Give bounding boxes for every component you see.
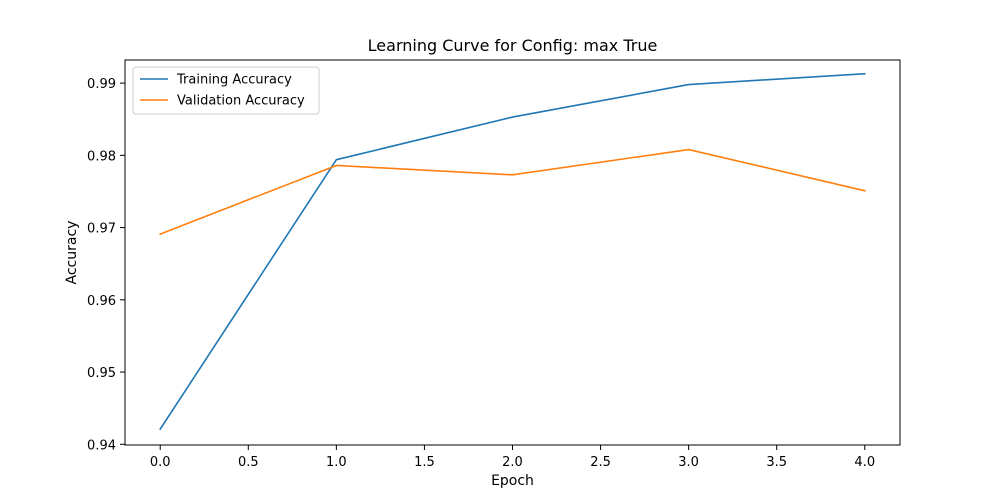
- y-tick-label: 0.97: [87, 222, 116, 237]
- plot-area-frame: [124, 59, 901, 446]
- x-tick-label: 1.5: [414, 455, 435, 470]
- legend-label: Validation Accuracy: [177, 94, 305, 109]
- legend-box: [132, 66, 320, 115]
- x-tick-label: 3.0: [678, 455, 699, 470]
- x-tick-label: 0.5: [238, 455, 259, 470]
- series-lines: [159, 72, 866, 431]
- x-tick-label: 4.0: [854, 455, 875, 470]
- y-tick-label: 0.96: [87, 294, 116, 309]
- x-axis-label: Epoch: [491, 473, 534, 489]
- x-tick-label: 0.0: [150, 455, 171, 470]
- x-tick-label: 3.5: [766, 455, 787, 470]
- y-axis-label: Accuracy: [64, 221, 80, 285]
- y-tick-label: 0.98: [87, 149, 116, 164]
- x-tick-label: 1.0: [326, 455, 347, 470]
- x-tick-label: 2.0: [502, 455, 523, 470]
- y-tick-label: 0.94: [87, 438, 116, 453]
- chart-title: Learning Curve for Config: max True: [368, 36, 658, 55]
- y-axis-ticks: 0.94 0.95 0.96 0.97 0.98 0.99: [87, 77, 125, 453]
- x-tick-label: 2.5: [590, 455, 611, 470]
- y-tick-label: 0.99: [87, 77, 116, 92]
- legend-label: Training Accuracy: [176, 73, 292, 88]
- legend: Training Accuracy Validation Accuracy: [132, 66, 320, 115]
- x-axis-ticks: 0.0 0.5 1.0 1.5 2.0 2.5 3.0 3.5 4.0: [150, 445, 875, 470]
- y-tick-label: 0.95: [87, 366, 116, 381]
